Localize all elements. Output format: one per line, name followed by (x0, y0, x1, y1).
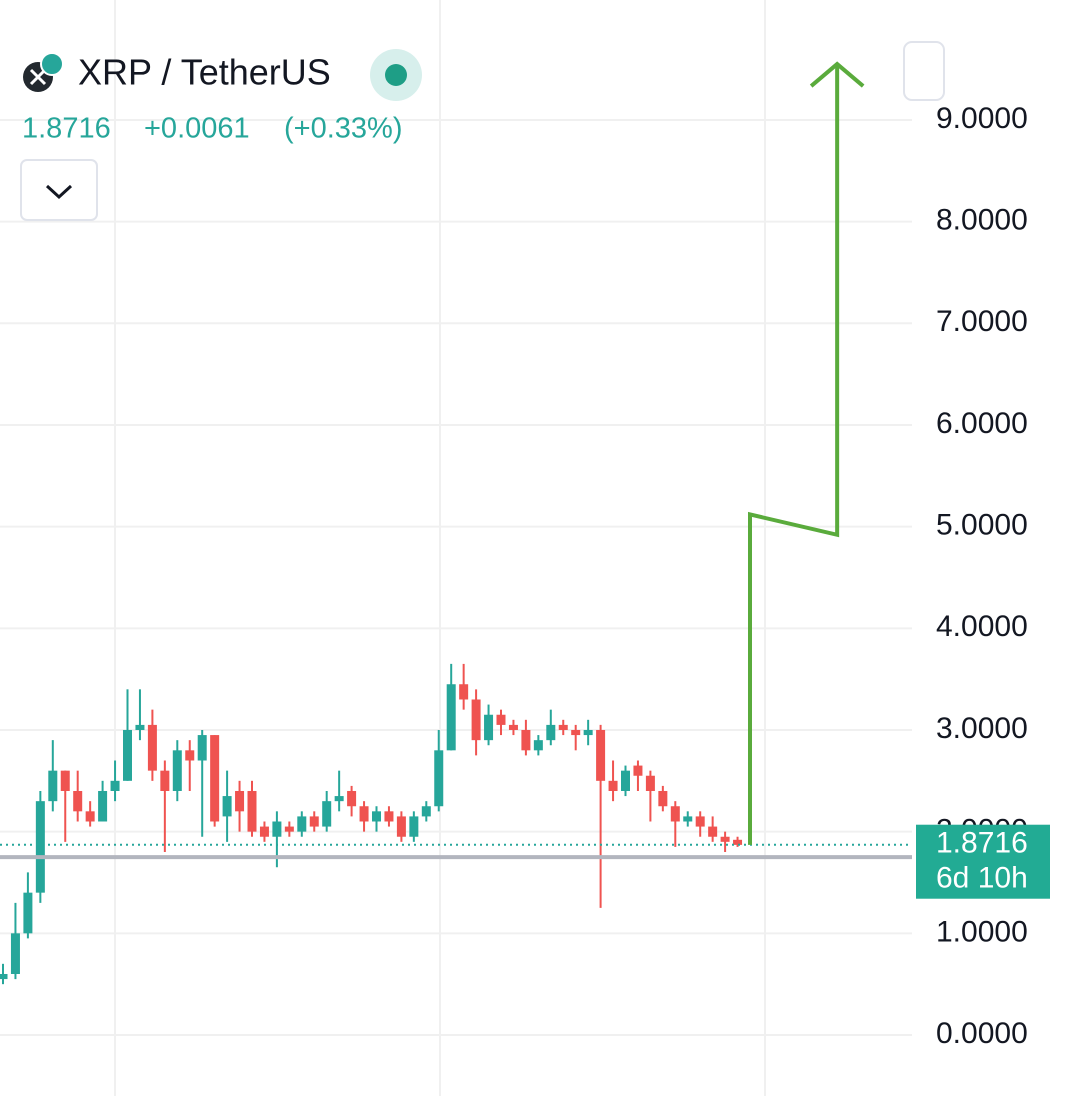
candle-body (645, 775, 655, 791)
y-tick-label: 7.0000 (936, 305, 1028, 338)
candle-body (222, 796, 232, 817)
candle-body (583, 729, 593, 736)
y-tick-label: 8.0000 (936, 204, 1028, 237)
candle-body (720, 836, 730, 842)
candle-body (558, 724, 568, 730)
candle-body (110, 780, 120, 791)
candle-body (621, 770, 630, 791)
candle-body (608, 780, 618, 791)
y-tick-label: 1.0000 (936, 915, 1028, 948)
symbol-icon-x (29, 68, 47, 86)
candle-body (85, 811, 95, 822)
candle-body (73, 790, 83, 812)
candle-body (508, 724, 518, 730)
scale-button[interactable] (903, 41, 945, 101)
candle-body (658, 790, 668, 807)
candle-body (347, 790, 357, 807)
price-change-pct: (+0.33%) (284, 113, 402, 145)
candle-body (48, 770, 58, 802)
candle-body (0, 973, 8, 980)
countdown: 6d 10h (936, 862, 1028, 895)
candle-body (695, 816, 705, 827)
candle-body (471, 699, 481, 741)
candle-body (733, 839, 743, 845)
candle-body (683, 816, 693, 822)
candle-body (297, 816, 307, 832)
candle-body (596, 729, 606, 781)
candle-body (185, 750, 195, 761)
price-tag-value: 1.8716 (936, 827, 1028, 860)
candle-body (322, 801, 332, 827)
symbol-title: XRP / TetherUS (78, 52, 331, 93)
candle-body (446, 684, 456, 751)
candle-body (334, 796, 344, 802)
chevron (45, 184, 73, 200)
candle-body (384, 811, 394, 822)
candle-body (533, 740, 543, 751)
header: XRP / TetherUS 1.8716 +0.0061 (+0.33%) (20, 49, 422, 221)
candle-body (633, 765, 643, 776)
candle-body (235, 790, 245, 812)
candle-body (284, 826, 294, 832)
candle-body (496, 714, 506, 725)
candle-body (259, 826, 269, 837)
arrow-head (809, 61, 865, 88)
candle-body (35, 801, 45, 893)
quote-icon (40, 52, 64, 76)
candle-body (708, 826, 718, 837)
candle-body (98, 790, 108, 822)
collapse-button[interactable] (20, 159, 98, 221)
candle-body (60, 770, 70, 791)
candle-body (396, 816, 406, 837)
candle-body (484, 714, 494, 741)
candle-body (160, 770, 170, 791)
candle-body (309, 816, 319, 827)
candle-body (409, 816, 419, 837)
candle-body (135, 724, 145, 730)
candle-body (10, 933, 20, 974)
candle-body (147, 724, 157, 771)
candle-body (670, 806, 680, 822)
candle-body (197, 735, 207, 761)
candle-body (272, 821, 282, 837)
candle-body (434, 750, 444, 807)
y-tick-label: 6.0000 (936, 407, 1028, 440)
candle-body (459, 684, 469, 700)
candle-body (172, 750, 182, 791)
vertical-grid (114, 0, 766, 1096)
arrow-line (748, 64, 840, 845)
candle-body (546, 724, 556, 741)
status-dot (385, 64, 407, 86)
candle-body (521, 729, 531, 751)
y-tick-label: 3.0000 (936, 712, 1028, 745)
y-tick-label: 5.0000 (936, 509, 1028, 542)
y-tick-label: 4.0000 (936, 610, 1028, 643)
candle-body (23, 892, 33, 934)
candle-body (210, 735, 220, 822)
candle-body (359, 806, 369, 822)
y-tick-label: 0.0000 (936, 1017, 1028, 1050)
candle-body (571, 729, 581, 736)
price-change: +0.0061 (144, 113, 250, 145)
y-tick-label: 9.0000 (936, 102, 1028, 135)
candle-body (123, 729, 132, 781)
candle-body (421, 806, 431, 817)
candle-body (247, 790, 257, 832)
candle-body (372, 811, 381, 822)
last-price: 1.8716 (22, 113, 111, 145)
price-tag (916, 824, 1050, 899)
